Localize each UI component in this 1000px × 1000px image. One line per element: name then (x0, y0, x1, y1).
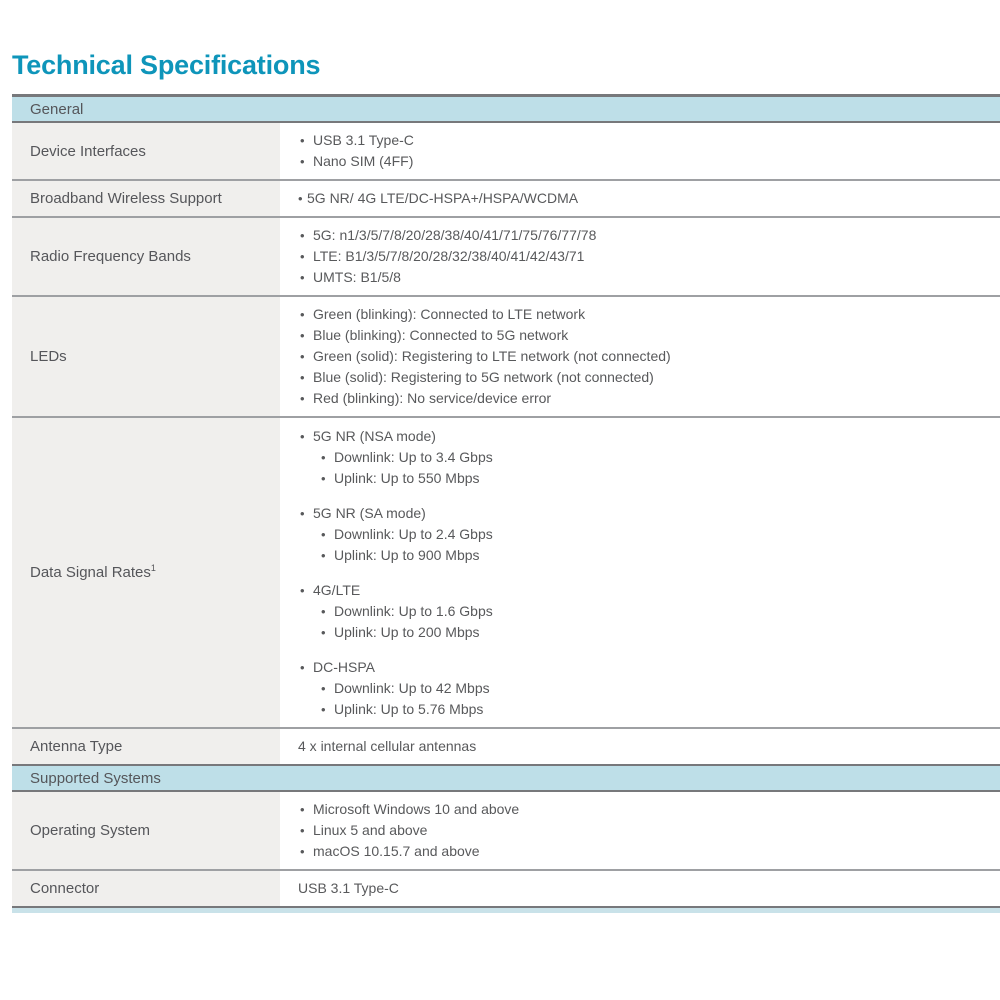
bullet-item: LTE: B1/3/5/7/8/20/28/32/38/40/41/42/43/… (298, 246, 990, 267)
bullet-item: Linux 5 and above (298, 820, 990, 841)
spec-table: General Device Interfaces USB 3.1 Type-C… (12, 94, 1000, 913)
rate-group-title: 5G NR (SA mode) (298, 503, 990, 524)
section-header-label: General (30, 100, 84, 118)
bullet-item: Red (blinking): No service/device error (298, 388, 990, 409)
bullet-item: Downlink: Up to 2.4 Gbps (319, 524, 990, 545)
bullet-item: Downlink: Up to 1.6 Gbps (319, 601, 990, 622)
bullet-item: Blue (solid): Registering to 5G network … (298, 367, 990, 388)
row-label-text: Broadband Wireless Support (30, 190, 222, 207)
bullet-item: Green (solid): Registering to LTE networ… (298, 346, 990, 367)
row-label: Data Signal Rates1 (12, 418, 280, 727)
row-label: Device Interfaces (12, 123, 280, 179)
table-row-operating-system: Operating System Microsoft Windows 10 an… (12, 792, 1000, 871)
row-label-main: Data Signal Rates (30, 564, 151, 581)
table-row-leds: LEDs Green (blinking): Connected to LTE … (12, 297, 1000, 418)
row-value-text: USB 3.1 Type-C (298, 880, 399, 896)
row-label-text: Radio Frequency Bands (30, 248, 191, 265)
section-header-general: General (12, 97, 1000, 123)
bullet-item: 5G NR/ 4G LTE/DC-HSPA+/HSPA/WCDMA (298, 188, 990, 209)
row-label-text: Connector (30, 880, 100, 897)
rate-sublist: Downlink: Up to 42 Mbps Uplink: Up to 5.… (319, 678, 990, 720)
row-value: Microsoft Windows 10 and above Linux 5 a… (280, 792, 1000, 869)
rate-sublist: Downlink: Up to 3.4 Gbps Uplink: Up to 5… (319, 447, 990, 489)
bullet-item: Uplink: Up to 550 Mbps (319, 468, 990, 489)
table-row-broadband-wireless-support: Broadband Wireless Support 5G NR/ 4G LTE… (12, 181, 1000, 218)
row-value: 5G NR (NSA mode) Downlink: Up to 3.4 Gbp… (280, 418, 1000, 727)
section-header-supported-systems: Supported Systems (12, 766, 1000, 792)
bullet-item: Microsoft Windows 10 and above (298, 799, 990, 820)
table-row-radio-frequency-bands: Radio Frequency Bands 5G: n1/3/5/7/8/20/… (12, 218, 1000, 297)
bullet-item: macOS 10.15.7 and above (298, 841, 990, 862)
rate-group: 5G NR (SA mode) Downlink: Up to 2.4 Gbps… (298, 503, 990, 566)
row-value: 5G: n1/3/5/7/8/20/28/38/40/41/71/75/76/7… (280, 218, 1000, 295)
row-label: Connector (12, 871, 280, 906)
row-value: USB 3.1 Type-C Nano SIM (4FF) (280, 123, 1000, 179)
row-label-text: LEDs (30, 348, 67, 365)
bullet-item: UMTS: B1/5/8 (298, 267, 990, 288)
rate-sublist: Downlink: Up to 2.4 Gbps Uplink: Up to 9… (319, 524, 990, 566)
row-label: Operating System (12, 792, 280, 869)
row-value: 5G NR/ 4G LTE/DC-HSPA+/HSPA/WCDMA (280, 181, 1000, 216)
bullet-item: Uplink: Up to 5.76 Mbps (319, 699, 990, 720)
bullet-item: Uplink: Up to 200 Mbps (319, 622, 990, 643)
bullet-item: Green (blinking): Connected to LTE netwo… (298, 304, 990, 325)
rate-group-title: 5G NR (NSA mode) (298, 426, 990, 447)
row-value: USB 3.1 Type-C (280, 871, 1000, 906)
row-value: 4 x internal cellular antennas (280, 729, 1000, 764)
rate-sublist: Downlink: Up to 1.6 Gbps Uplink: Up to 2… (319, 601, 990, 643)
row-label-text: Device Interfaces (30, 142, 146, 160)
footer-divider (12, 908, 1000, 913)
table-row-connector: Connector USB 3.1 Type-C (12, 871, 1000, 908)
table-row-device-interfaces: Device Interfaces USB 3.1 Type-C Nano SI… (12, 123, 1000, 181)
row-label: Broadband Wireless Support (12, 181, 280, 216)
rate-group: 5G NR (NSA mode) Downlink: Up to 3.4 Gbp… (298, 426, 990, 489)
bullet-item: Blue (blinking): Connected to 5G network (298, 325, 990, 346)
page-title: Technical Specifications (12, 50, 321, 80)
row-value-text: 4 x internal cellular antennas (298, 738, 477, 754)
bullet-item: Downlink: Up to 3.4 Gbps (319, 447, 990, 468)
row-label-text: Data Signal Rates1 (30, 563, 156, 582)
row-label-text: Antenna Type (30, 738, 123, 755)
bullet-item: Nano SIM (4FF) (298, 151, 990, 172)
table-row-data-signal-rates: Data Signal Rates1 5G NR (NSA mode) Down… (12, 418, 1000, 729)
rate-group-title: 4G/LTE (298, 580, 990, 601)
row-label-text: Operating System (30, 822, 151, 839)
row-label: LEDs (12, 297, 280, 416)
table-row-antenna-type: Antenna Type 4 x internal cellular anten… (12, 729, 1000, 766)
rate-group: 4G/LTE Downlink: Up to 1.6 Gbps Uplink: … (298, 580, 990, 643)
bullet-item: Downlink: Up to 42 Mbps (319, 678, 990, 699)
rate-group-title: DC-HSPA (298, 657, 990, 678)
row-value: Green (blinking): Connected to LTE netwo… (280, 297, 1000, 416)
bullet-item: 5G: n1/3/5/7/8/20/28/38/40/41/71/75/76/7… (298, 225, 990, 246)
rate-group: DC-HSPA Downlink: Up to 42 Mbps Uplink: … (298, 657, 990, 720)
bullet-item: USB 3.1 Type-C (298, 130, 990, 151)
row-label: Radio Frequency Bands (12, 218, 280, 295)
section-header-label: Supported Systems (30, 769, 161, 787)
footnote-marker: 1 (150, 563, 156, 573)
row-label: Antenna Type (12, 729, 280, 764)
bullet-item: Uplink: Up to 900 Mbps (319, 545, 990, 566)
